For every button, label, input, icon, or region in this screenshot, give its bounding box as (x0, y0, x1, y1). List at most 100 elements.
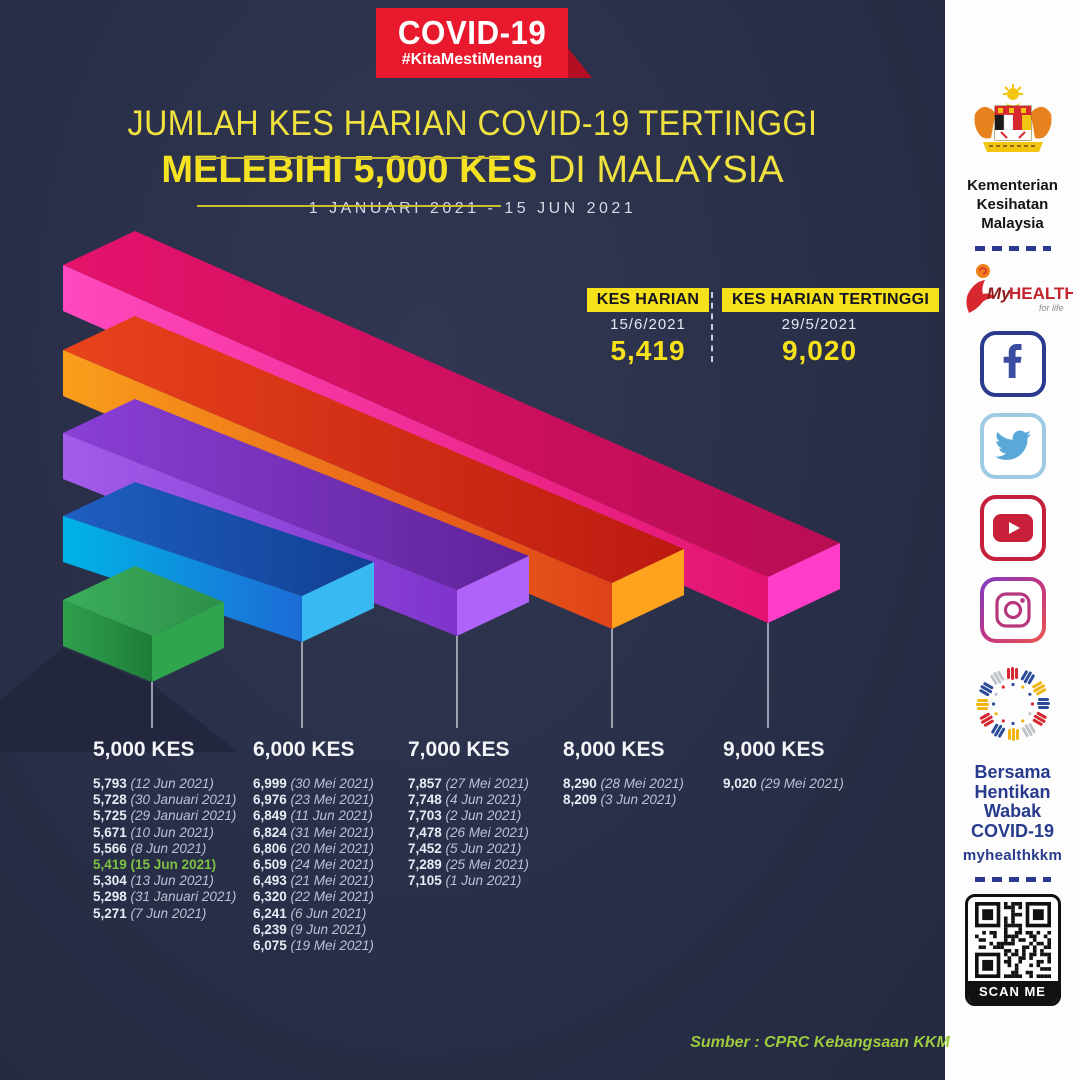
myhealth-health: HEALTH (1009, 284, 1073, 303)
case-count: 7,748 (408, 792, 442, 808)
case-date: (25 Mei 2021) (441, 857, 529, 873)
source-note: Sumber : CPRC Kebangsaan KKM (690, 1034, 950, 1051)
case-count: 7,857 (408, 776, 442, 791)
case-date: (30 Mei 2021) (286, 776, 374, 791)
qr-code-block[interactable]: SCAN ME (964, 894, 1061, 1006)
tiger-right (1030, 106, 1051, 139)
case-date: (7 Jun 2021) (126, 905, 207, 921)
date-range: 1 JANUARI 2021 - 15 JUN 2021 (308, 200, 637, 217)
case-date: (23 Mei 2021) (286, 792, 374, 808)
threshold-column: 8,000 KES 8,290 (28 Mei 2021) 8,209 (3 Jun… (563, 738, 723, 808)
case-date: (6 Jun 2021) (286, 905, 367, 921)
case-entry: 7,748 (4 Jun 2021) (408, 792, 568, 808)
case-entry: 6,493 (21 Mei 2021) (253, 873, 413, 889)
title-rest: DI MALAYSIA (537, 149, 784, 191)
twitter-icon[interactable] (979, 413, 1046, 479)
case-count: 7,703 (408, 808, 442, 824)
case-count: 8,209 (563, 792, 597, 808)
stat-daily-label: KES HARIAN (586, 288, 710, 312)
case-entry: 8,209 (3 Jun 2021) (563, 792, 723, 808)
case-entry: 6,241 (6 Jun 2021) (253, 906, 413, 922)
case-count: 6,806 (253, 840, 287, 856)
case-entry: 5,304 (13 Jun 2021) (93, 873, 253, 889)
case-count: 6,824 (253, 824, 287, 840)
malaysia-coat-of-arms (974, 84, 1051, 152)
case-date: (4 Jun 2021) (441, 792, 522, 808)
case-count: 6,320 (253, 889, 287, 905)
campaign-line2: Hentikan (974, 781, 1051, 802)
page-title-line1: JUMLAH KES HARIAN COVID-19 TERTINGGI (127, 104, 818, 143)
ministry-name: Kementerian Kesihatan Malaysia (967, 176, 1058, 233)
case-date: (28 Mei 2021) (596, 776, 684, 791)
case-entry: 6,849 (11 Jun 2021) (253, 808, 413, 824)
case-count: 6,241 (253, 905, 287, 921)
case-entry: 6,075 (19 Mei 2021) (253, 938, 413, 954)
case-entry: 5,793 (12 Jun 2021) (93, 776, 253, 792)
case-count: 7,105 (408, 873, 442, 889)
stat-daily: KES HARIAN 15/6/2021 5,419 (572, 288, 724, 367)
case-date: (5 Jun 2021) (441, 840, 522, 856)
social-links (979, 331, 1046, 643)
case-entry: 7,478 (26 Mei 2021) (408, 825, 568, 841)
facebook-icon[interactable] (979, 331, 1046, 397)
dashed-divider (974, 246, 1051, 251)
case-date: (8 Jun 2021) (126, 840, 207, 856)
case-entry: 7,105 (1 Jun 2021) (408, 873, 568, 889)
case-count: 8,290 (563, 776, 597, 791)
title-emphasis: MELEBIHI 5,000 KES (161, 149, 538, 191)
stat-daily-date: 15/6/2021 (610, 316, 686, 333)
column-header: 6,000 KES (253, 738, 355, 761)
case-date: (21 Mei 2021) (286, 873, 374, 889)
stat-daily-value: 5,419 (610, 335, 686, 366)
stat-highest: KES HARIAN TERTINGGI 29/5/2021 9,020 (722, 288, 940, 367)
case-date: (31 Mei 2021) (286, 824, 374, 840)
page-title-line2: MELEBIHI 5,000 KES DI MALAYSIA (0, 149, 945, 192)
case-count: 6,509 (253, 857, 287, 873)
stat-highest-label: KES HARIAN TERTINGGI (722, 288, 940, 312)
case-count: 6,075 (253, 938, 287, 954)
case-date: (31 Januari 2021) (126, 889, 237, 905)
case-date: (19 Mei 2021) (286, 938, 374, 954)
youtube-icon[interactable] (979, 495, 1046, 561)
case-entry: 6,320 (22 Mei 2021) (253, 889, 413, 905)
case-date: (3 Jun 2021) (596, 792, 677, 808)
case-entry: 8,290 (28 Mei 2021) (563, 776, 723, 792)
ministry-line3: Malaysia (981, 215, 1044, 232)
case-count: 6,849 (253, 808, 287, 824)
main-panel: COVID-19 #KitaMestiMenang JUMLAH KES HAR… (0, 0, 950, 1080)
case-count: 5,728 (93, 792, 127, 808)
myhealth-my: My (987, 284, 1012, 303)
case-count: 7,478 (408, 824, 442, 840)
crest-sun (1002, 84, 1023, 107)
case-date: (11 Jun 2021) (286, 808, 373, 824)
threshold-column: 9,000 KES 9,020 (29 Mei 2021) (723, 738, 883, 792)
social-handle: myhealthkkm (962, 847, 1063, 864)
case-date: (29 Mei 2021) (756, 776, 844, 791)
badge-title: COVID-19 (397, 14, 547, 51)
stat-highest-value: 9,020 (781, 335, 858, 366)
case-entry: 6,999 (30 Mei 2021) (253, 776, 413, 792)
column-header: 8,000 KES (563, 738, 665, 761)
qr-scan-label: SCAN ME (967, 981, 1058, 1003)
case-entry: 6,824 (31 Mei 2021) (253, 825, 413, 841)
case-entry: 7,289 (25 Mei 2021) (408, 857, 568, 873)
case-entry: 6,976 (23 Mei 2021) (253, 792, 413, 808)
myhealth-ball (975, 264, 990, 278)
case-entry: 5,671 (10 Jun 2021) (93, 825, 253, 841)
case-count: 7,289 (408, 857, 442, 873)
case-count: 5,304 (93, 873, 127, 889)
badge-hashtag: #KitaMestiMenang (401, 51, 543, 68)
case-date: (29 Januari 2021) (126, 808, 237, 824)
myhealth-tagline: for life (1039, 303, 1064, 313)
case-entry: 5,419 (15 Jun 2021) (93, 857, 253, 873)
column-header: 9,000 KES (723, 738, 825, 761)
ministry-line2: Kesihatan (976, 196, 1049, 213)
case-date: (26 Mei 2021) (441, 824, 529, 840)
case-entry: 5,725 (29 Januari 2021) (93, 808, 253, 824)
instagram-icon[interactable] (980, 577, 1046, 643)
case-entry: 5,271 (7 Jun 2021) (93, 906, 253, 922)
myhealth-logo: My HEALTH for life (953, 261, 1076, 319)
case-count: 7,452 (408, 840, 442, 856)
case-date: (9 Jun 2021) (286, 921, 367, 937)
